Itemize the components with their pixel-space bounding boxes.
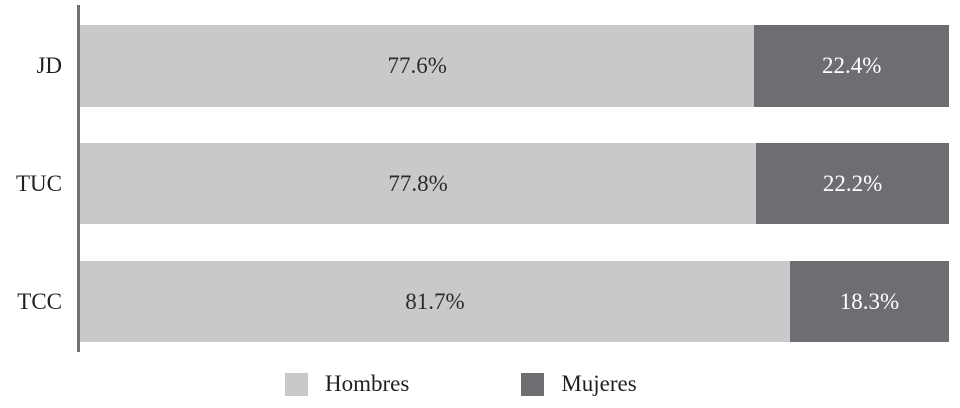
legend-label-hombres: Hombres: [325, 371, 410, 396]
legend-label-mujeres: Mujeres: [561, 371, 637, 396]
y-axis-line: [77, 5, 80, 352]
bar-segment-hombres: 81.7%: [80, 261, 790, 342]
category-label-tcc: TCC: [17, 288, 62, 314]
bar-segment-hombres: 77.8%: [80, 143, 757, 224]
category-label-jd: JD: [36, 53, 62, 78]
bar-row-tcc: 81.7% 18.3%: [80, 261, 949, 342]
legend: Hombres Mujeres: [285, 371, 637, 397]
legend-item-mujeres: Mujeres: [521, 371, 637, 397]
bar-segment-mujeres: 18.3%: [789, 261, 949, 342]
legend-swatch-hombres: [285, 372, 308, 396]
legend-item-hombres: Hombres: [285, 371, 409, 397]
bar-row-tuc: 77.8% 22.2%: [80, 143, 949, 224]
bar-segment-hombres: 77.6%: [80, 25, 755, 107]
bar-segment-mujeres: 22.4%: [754, 25, 949, 107]
bar-segment-mujeres: 22.2%: [756, 143, 949, 224]
bar-row-jd: 77.6% 22.4%: [80, 25, 949, 107]
category-label-tuc: TUC: [16, 170, 62, 196]
legend-swatch-mujeres: [521, 372, 545, 396]
